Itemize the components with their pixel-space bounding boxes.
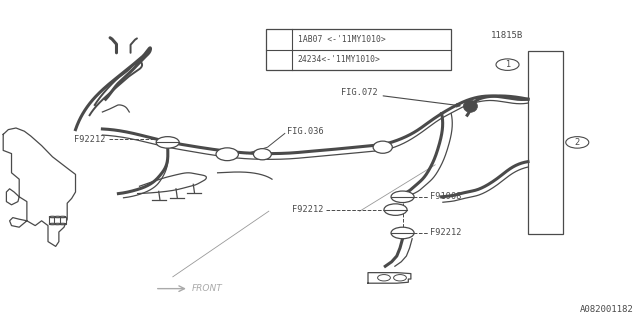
Ellipse shape <box>373 141 392 153</box>
Bar <box>49 217 56 224</box>
Bar <box>54 217 61 224</box>
Text: FIG.072: FIG.072 <box>341 88 460 107</box>
Text: 2: 2 <box>575 138 580 147</box>
Circle shape <box>566 137 589 148</box>
Circle shape <box>269 34 289 44</box>
Text: A082001182: A082001182 <box>580 305 634 314</box>
Ellipse shape <box>60 216 66 218</box>
Text: FIG.036: FIG.036 <box>287 127 323 136</box>
Circle shape <box>391 191 414 203</box>
Text: F91908: F91908 <box>430 192 461 201</box>
Ellipse shape <box>463 100 477 112</box>
Ellipse shape <box>49 223 56 225</box>
Text: F92212: F92212 <box>74 135 106 144</box>
Text: F92212: F92212 <box>292 205 323 214</box>
Text: 11815B: 11815B <box>492 31 524 40</box>
Circle shape <box>384 204 407 215</box>
Text: 1AB07 <-'11MY1010>: 1AB07 <-'11MY1010> <box>298 35 385 44</box>
Circle shape <box>391 227 414 239</box>
Circle shape <box>269 55 289 65</box>
Circle shape <box>156 137 179 148</box>
Circle shape <box>496 59 519 70</box>
Circle shape <box>394 275 406 281</box>
Circle shape <box>378 275 390 281</box>
Text: 2: 2 <box>276 55 282 65</box>
Bar <box>528 51 563 234</box>
Text: 1: 1 <box>276 35 282 44</box>
Ellipse shape <box>54 223 61 225</box>
Text: 24234<-'11MY1010>: 24234<-'11MY1010> <box>298 55 380 65</box>
Ellipse shape <box>216 148 238 161</box>
Text: 1: 1 <box>505 60 510 69</box>
Ellipse shape <box>54 216 61 218</box>
Text: F92212: F92212 <box>430 228 461 237</box>
Ellipse shape <box>60 223 66 225</box>
Ellipse shape <box>49 216 56 218</box>
Ellipse shape <box>253 148 271 160</box>
Text: FRONT: FRONT <box>192 284 223 293</box>
Bar <box>266 29 451 70</box>
Bar <box>60 217 66 224</box>
